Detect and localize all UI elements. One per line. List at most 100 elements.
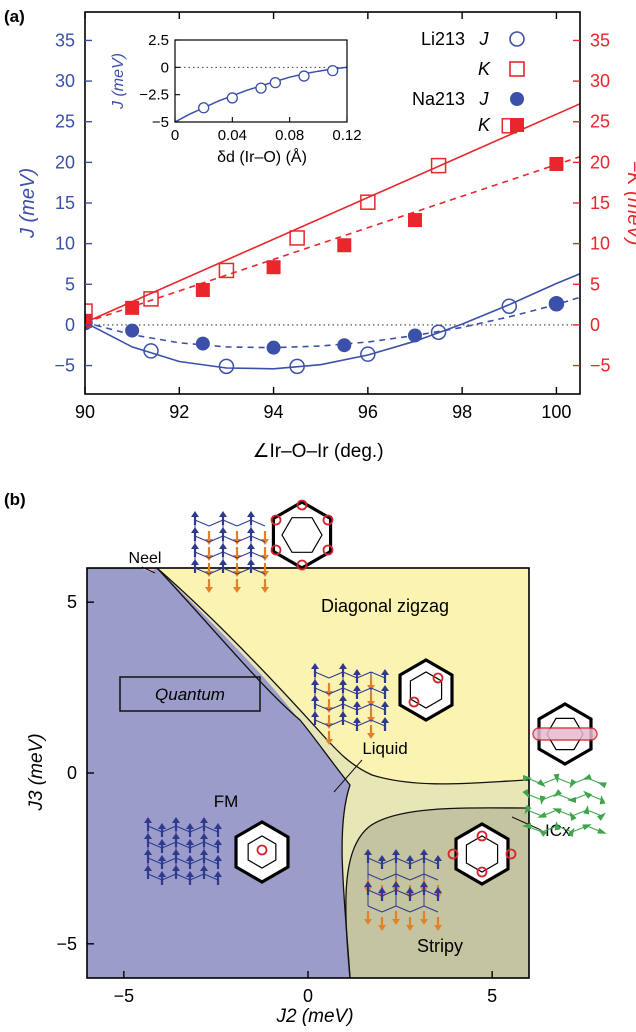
quantum-box xyxy=(119,676,261,712)
bond xyxy=(423,905,439,913)
x-tick-label: 92 xyxy=(169,402,189,422)
legend-na213-compound: Na213 xyxy=(412,89,465,109)
bond xyxy=(423,889,439,897)
arrowhead xyxy=(378,925,386,931)
bond xyxy=(409,905,425,913)
inset-x-tick-label: 0.08 xyxy=(275,127,304,144)
arrowhead xyxy=(200,833,208,839)
bond xyxy=(203,841,219,849)
spin-arrowhead xyxy=(597,782,607,789)
bond xyxy=(356,671,372,679)
bond xyxy=(203,857,219,865)
label-stripy: Stripy xyxy=(417,936,463,956)
y-tick-label-left: 15 xyxy=(55,193,75,213)
spin-arrowhead xyxy=(523,775,532,781)
inset-x-tick-label: 0.04 xyxy=(218,127,247,144)
inset-point xyxy=(255,82,267,94)
bond xyxy=(409,889,425,897)
spin-arrowhead xyxy=(583,805,590,815)
arrowhead xyxy=(392,881,400,887)
icx-lattice xyxy=(522,773,607,837)
bond xyxy=(556,793,573,801)
panel-a-right-axis-label: −K (meV) xyxy=(623,160,636,245)
point-li213-j xyxy=(501,298,518,314)
arrowhead xyxy=(381,669,389,675)
arrowhead xyxy=(364,919,372,925)
bragg-peak-marker xyxy=(476,866,488,878)
bond xyxy=(328,671,344,679)
point-li213-k xyxy=(143,291,159,307)
point-na213-k xyxy=(337,238,352,253)
y-tick-label-right: 15 xyxy=(590,193,610,213)
arrowhead xyxy=(186,871,194,877)
inset-x-tick-label: 0 xyxy=(171,127,179,144)
bond xyxy=(586,809,603,817)
bond xyxy=(381,905,397,913)
bond xyxy=(423,873,439,881)
bragg-peak-marker xyxy=(322,514,334,526)
arrowhead xyxy=(219,559,227,565)
neel-lattice xyxy=(191,511,269,593)
arrowhead xyxy=(378,855,386,861)
arrowhead xyxy=(144,849,152,855)
panel-a-x-axis-label: ∠Ir–O–Ir (deg.) xyxy=(252,441,383,462)
x-tick-label: 90 xyxy=(75,402,95,422)
arrowhead xyxy=(434,855,442,861)
bond xyxy=(328,703,344,711)
arrowhead xyxy=(219,543,227,549)
spin-arrowhead xyxy=(553,773,560,783)
liquid-leader-line xyxy=(333,759,363,793)
arrowhead xyxy=(311,695,319,701)
bond xyxy=(203,825,219,833)
phase-regions xyxy=(87,568,529,978)
bond xyxy=(147,873,163,881)
arrowhead xyxy=(186,839,194,845)
bond xyxy=(203,873,219,881)
arrowhead xyxy=(158,871,166,877)
bond xyxy=(314,719,330,727)
arrowhead xyxy=(381,701,389,707)
bond xyxy=(175,873,191,881)
hexagon-inner xyxy=(465,835,499,873)
bond xyxy=(526,793,543,801)
arrowhead xyxy=(144,833,152,839)
icx-hexagon xyxy=(532,702,598,766)
inset-y-tick-label: 0 xyxy=(161,59,169,76)
point-li213-j xyxy=(360,346,376,362)
arrowhead xyxy=(381,685,389,691)
legend-na213-j-marker xyxy=(510,92,524,106)
panel-b: −5 0 5 5 0 −5 J3 (meV) J2 (meV) Neel Diagonal… xyxy=(26,499,607,1027)
y-tick-label-left: 35 xyxy=(55,30,75,50)
arrowhead xyxy=(339,695,347,701)
neel-leader-line xyxy=(141,566,156,574)
hexagon-inner xyxy=(247,835,277,869)
zigzag-lattice xyxy=(311,663,389,745)
b-y-tick-label: 0 xyxy=(67,763,77,783)
bond xyxy=(370,703,386,711)
arrowhead xyxy=(158,823,166,829)
y-tick-label-right: 5 xyxy=(590,274,600,294)
bond xyxy=(194,567,210,575)
point-li213-k xyxy=(85,303,93,319)
arrowhead xyxy=(339,663,347,669)
b-y-tick-label: 5 xyxy=(67,592,77,612)
bragg-peak-marker xyxy=(270,544,282,556)
hexagon-inner xyxy=(281,517,323,553)
bond xyxy=(381,873,397,881)
label-fm: FM xyxy=(214,792,239,811)
point-na213-j xyxy=(125,323,140,338)
arrowhead xyxy=(158,839,166,845)
legend-li213-j-param: J xyxy=(479,29,490,49)
bond xyxy=(147,841,163,849)
bond xyxy=(147,825,163,833)
panel-a-axes: 90 92 94 96 98 100−505101520253035−5051015202… xyxy=(54,12,611,422)
b-x-tick-label: −5 xyxy=(114,986,135,1006)
y-tick-label-right: 10 xyxy=(590,234,610,254)
arrowhead xyxy=(311,663,319,669)
arrowhead xyxy=(339,711,347,717)
spin-arrowhead xyxy=(552,808,562,815)
bond xyxy=(556,777,573,785)
bond xyxy=(356,687,372,695)
arrowhead xyxy=(261,587,269,593)
arrowhead xyxy=(158,855,166,861)
